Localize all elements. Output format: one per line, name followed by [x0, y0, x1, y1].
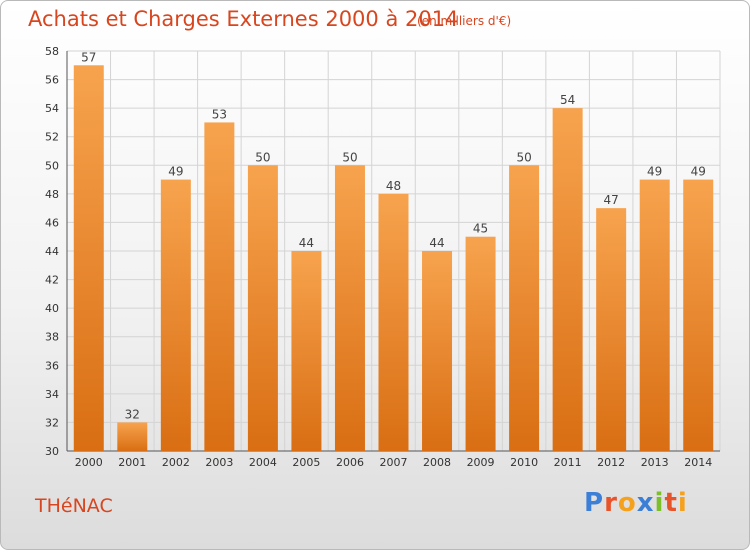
y-tick-label: 40: [45, 302, 59, 315]
x-tick-label-2008: 2008: [423, 456, 451, 469]
y-tick-label: 42: [45, 274, 59, 287]
x-tick-label-2014: 2014: [684, 456, 712, 469]
bar-2007: [378, 193, 409, 451]
logo-letter: t: [664, 488, 678, 518]
x-tick-label-2009: 2009: [467, 456, 495, 469]
bar-2004: [247, 165, 278, 452]
bar-2001: [117, 422, 148, 451]
data-label-2007: 48: [386, 179, 401, 193]
data-label-2009: 45: [473, 222, 488, 236]
x-tick-label-2000: 2000: [75, 456, 103, 469]
y-tick-label: 36: [45, 359, 59, 372]
data-labels: 57 32 49 53 50 44 50 48 44 45 50 54 47 49 49: [81, 50, 706, 421]
x-tick-label-2011: 2011: [554, 456, 582, 469]
data-label-2008: 44: [429, 236, 444, 250]
x-tick-label-2012: 2012: [597, 456, 625, 469]
y-tick-label: 52: [45, 131, 59, 144]
x-tick-label-2007: 2007: [380, 456, 408, 469]
x-tick-label-2010: 2010: [510, 456, 538, 469]
bar-2009: [465, 236, 496, 451]
y-tick-label: 44: [45, 245, 59, 258]
x-tick-label-2001: 2001: [118, 456, 146, 469]
commune-name: THéNAC: [35, 495, 113, 517]
bar-2000: [73, 65, 104, 452]
logo-letter: o: [617, 488, 637, 518]
bar-2006: [334, 165, 365, 452]
data-label-2003: 53: [212, 107, 227, 121]
data-label-2013: 49: [647, 165, 662, 179]
x-tick-label-2013: 2013: [641, 456, 669, 469]
bar-2010: [509, 165, 540, 452]
y-tick-label: 32: [45, 416, 59, 429]
data-label-2001: 32: [125, 407, 140, 421]
data-label-2004: 50: [255, 150, 270, 164]
x-tick-label-2005: 2005: [292, 456, 320, 469]
bar-2003: [204, 122, 235, 451]
bar-2012: [596, 208, 627, 451]
bar-2002: [160, 179, 191, 452]
x-tick-label-2003: 2003: [205, 456, 233, 469]
y-tick-label: 58: [45, 45, 59, 58]
y-tick-label: 30: [45, 445, 59, 458]
x-tick-label-2004: 2004: [249, 456, 277, 469]
data-label-2011: 54: [560, 93, 575, 107]
bar-2011: [552, 108, 583, 452]
chart-title: Achats et Charges Externes 2000 à 2014: [28, 7, 459, 31]
bar-2013: [639, 179, 670, 452]
data-label-2005: 44: [299, 236, 314, 250]
logo-letter: i: [677, 488, 688, 518]
data-label-2014: 49: [691, 165, 706, 179]
y-tick-label: 38: [45, 331, 59, 344]
y-tick-label: 54: [45, 102, 59, 115]
bar-2014: [683, 179, 714, 452]
chart-unit: (en milliers d'€): [417, 14, 512, 28]
data-label-2006: 50: [342, 150, 357, 164]
y-tick-label: 34: [45, 388, 59, 401]
data-label-2000: 57: [81, 50, 96, 64]
y-tick-label: 46: [45, 216, 59, 229]
x-tick-label-2006: 2006: [336, 456, 364, 469]
axes: 30 32 34 36 38 40 42 44 46 48 50 52 54 56 58 2000 2001 20…: [45, 45, 720, 469]
x-tick-label-2002: 2002: [162, 456, 190, 469]
bar-2008: [422, 251, 453, 451]
logo-letter: r: [604, 488, 618, 518]
y-tick-label: 50: [45, 159, 59, 172]
bars: [73, 65, 714, 452]
logo-letter: x: [636, 488, 655, 518]
proxiti-logo: Proxiti: [584, 488, 688, 518]
data-label-2010: 50: [516, 150, 531, 164]
logo-letter: i: [654, 488, 665, 518]
bar-2005: [291, 251, 322, 451]
y-tick-label: 48: [45, 188, 59, 201]
data-label-2002: 49: [168, 165, 183, 179]
logo-letter: P: [584, 488, 605, 518]
y-tick-label: 56: [45, 74, 59, 87]
data-label-2012: 47: [604, 193, 619, 207]
